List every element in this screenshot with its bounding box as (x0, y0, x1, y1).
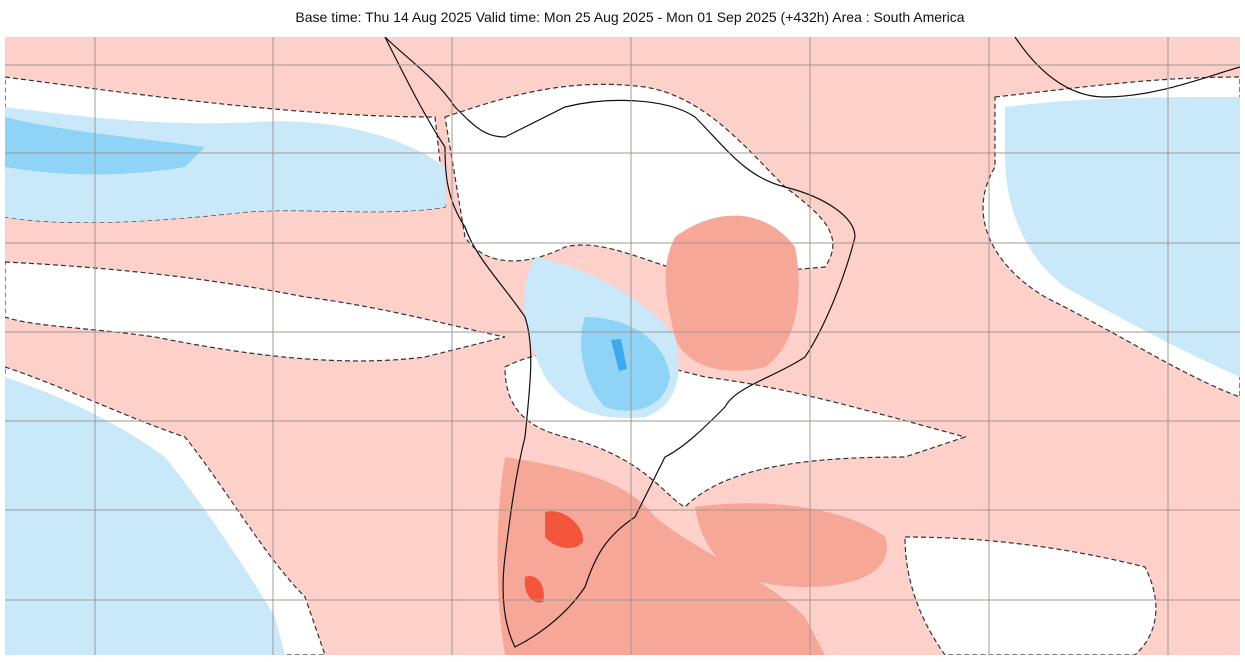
grid-lines (5, 37, 1240, 655)
anomaly-map (5, 37, 1240, 655)
negative-anomaly (5, 97, 1240, 655)
map-title: Base time: Thu 14 Aug 2025 Valid time: M… (295, 9, 965, 25)
positive-anomaly (497, 215, 887, 655)
